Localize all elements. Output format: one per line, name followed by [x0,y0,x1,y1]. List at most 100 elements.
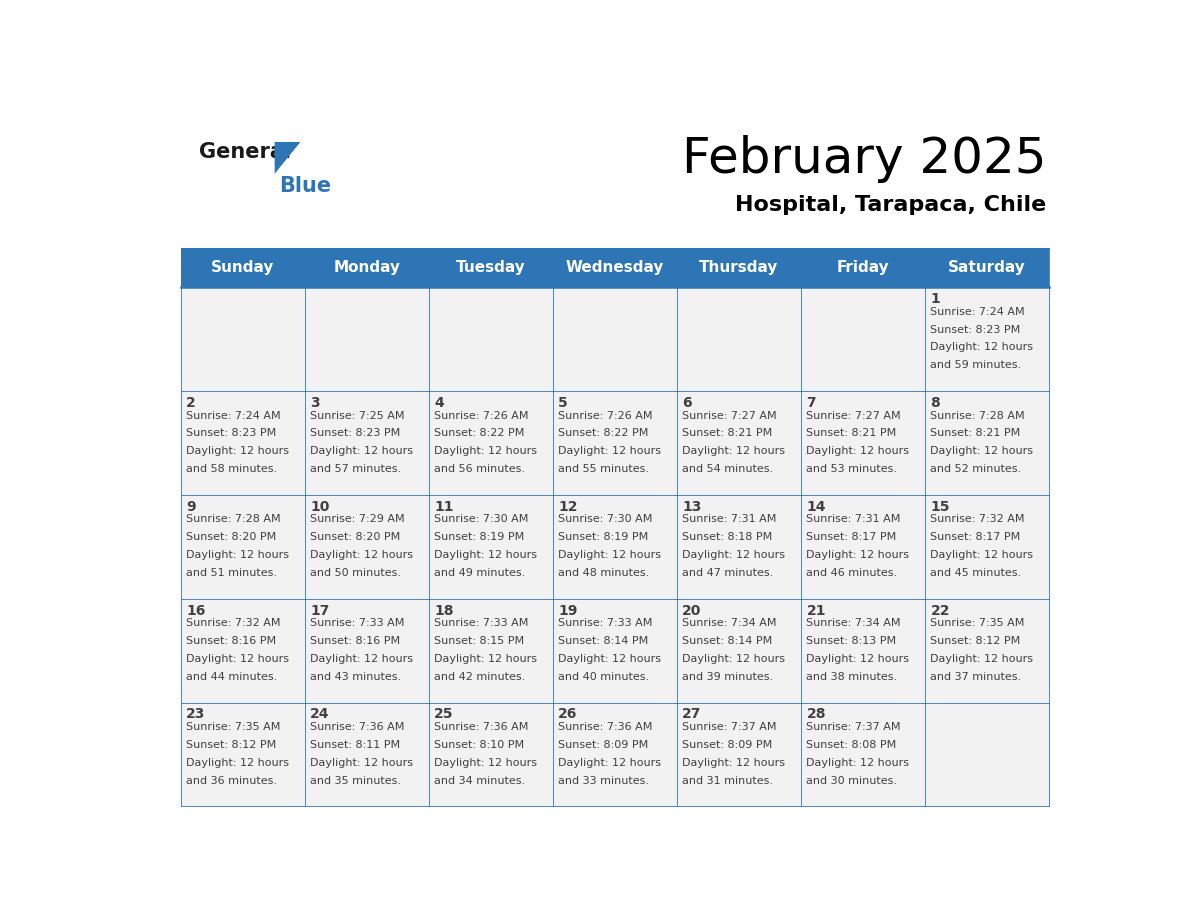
Text: and 50 minutes.: and 50 minutes. [310,568,402,578]
Text: 9: 9 [187,499,196,514]
Text: Sunset: 8:16 PM: Sunset: 8:16 PM [187,636,277,646]
Text: Daylight: 12 hours: Daylight: 12 hours [807,655,909,665]
Text: and 44 minutes.: and 44 minutes. [187,672,278,682]
Text: 1: 1 [930,292,940,306]
Text: Sunset: 8:19 PM: Sunset: 8:19 PM [558,532,649,543]
Text: 15: 15 [930,499,950,514]
Text: 10: 10 [310,499,329,514]
Text: and 43 minutes.: and 43 minutes. [310,672,402,682]
Text: 23: 23 [187,708,206,722]
Text: Sunrise: 7:31 AM: Sunrise: 7:31 AM [807,514,901,524]
Text: and 54 minutes.: and 54 minutes. [682,465,773,475]
Text: 18: 18 [435,603,454,618]
Text: Sunrise: 7:33 AM: Sunrise: 7:33 AM [435,619,529,629]
Text: Sunrise: 7:26 AM: Sunrise: 7:26 AM [435,410,529,420]
Text: Daylight: 12 hours: Daylight: 12 hours [435,446,537,456]
Text: Saturday: Saturday [948,260,1025,274]
Text: and 47 minutes.: and 47 minutes. [682,568,773,578]
Bar [429,599,552,702]
Text: Daylight: 12 hours: Daylight: 12 hours [558,550,662,560]
Text: Sunset: 8:20 PM: Sunset: 8:20 PM [310,532,400,543]
Text: and 31 minutes.: and 31 minutes. [682,776,773,786]
Text: Sunset: 8:10 PM: Sunset: 8:10 PM [435,740,524,750]
Bar [429,702,552,806]
Text: 21: 21 [807,603,826,618]
Text: and 52 minutes.: and 52 minutes. [930,465,1022,475]
Text: Sunrise: 7:35 AM: Sunrise: 7:35 AM [930,619,1025,629]
Bar [181,599,305,702]
Text: Sunrise: 7:26 AM: Sunrise: 7:26 AM [558,410,653,420]
Text: Daylight: 12 hours: Daylight: 12 hours [187,655,289,665]
Text: Sunday: Sunday [211,260,274,274]
Text: 17: 17 [310,603,329,618]
Text: Daylight: 12 hours: Daylight: 12 hours [558,655,662,665]
Text: Sunset: 8:11 PM: Sunset: 8:11 PM [310,740,400,750]
Text: Daylight: 12 hours: Daylight: 12 hours [930,446,1034,456]
Bar [305,599,429,702]
Text: Sunset: 8:19 PM: Sunset: 8:19 PM [435,532,525,543]
Text: and 56 minutes.: and 56 minutes. [435,465,525,475]
Text: Daylight: 12 hours: Daylight: 12 hours [807,446,909,456]
Text: Daylight: 12 hours: Daylight: 12 hours [310,758,413,768]
Bar [677,599,801,702]
Text: Sunrise: 7:37 AM: Sunrise: 7:37 AM [682,722,777,733]
Text: Daylight: 12 hours: Daylight: 12 hours [310,655,413,665]
Text: Sunrise: 7:32 AM: Sunrise: 7:32 AM [930,514,1025,524]
Text: Friday: Friday [836,260,889,274]
Text: Sunrise: 7:29 AM: Sunrise: 7:29 AM [310,514,405,524]
Text: Sunrise: 7:33 AM: Sunrise: 7:33 AM [558,619,652,629]
Text: and 49 minutes.: and 49 minutes. [435,568,525,578]
Bar [801,286,925,391]
Bar [305,495,429,599]
Text: Sunset: 8:17 PM: Sunset: 8:17 PM [807,532,897,543]
Text: and 30 minutes.: and 30 minutes. [807,776,897,786]
Text: and 59 minutes.: and 59 minutes. [930,361,1022,370]
Text: and 34 minutes.: and 34 minutes. [435,776,525,786]
Text: Sunset: 8:20 PM: Sunset: 8:20 PM [187,532,277,543]
Text: Sunset: 8:23 PM: Sunset: 8:23 PM [930,325,1020,334]
Text: and 45 minutes.: and 45 minutes. [930,568,1022,578]
Text: Sunrise: 7:30 AM: Sunrise: 7:30 AM [558,514,652,524]
Text: Wednesday: Wednesday [565,260,664,274]
Bar [677,495,801,599]
Text: 27: 27 [682,708,702,722]
Text: Sunrise: 7:25 AM: Sunrise: 7:25 AM [310,410,405,420]
Text: 19: 19 [558,603,577,618]
Bar [429,248,552,286]
Text: 7: 7 [807,396,816,409]
Bar [801,248,925,286]
Text: Daylight: 12 hours: Daylight: 12 hours [682,446,785,456]
Text: 5: 5 [558,396,568,409]
Text: Sunset: 8:21 PM: Sunset: 8:21 PM [682,429,772,439]
Text: Daylight: 12 hours: Daylight: 12 hours [435,655,537,665]
Bar [181,286,305,391]
Text: 2: 2 [187,396,196,409]
Text: 11: 11 [435,499,454,514]
Bar [305,248,429,286]
Text: Sunset: 8:21 PM: Sunset: 8:21 PM [930,429,1020,439]
Text: Daylight: 12 hours: Daylight: 12 hours [930,550,1034,560]
Text: 20: 20 [682,603,702,618]
Bar [801,599,925,702]
Text: Blue: Blue [279,176,331,196]
Text: Sunrise: 7:34 AM: Sunrise: 7:34 AM [807,619,901,629]
Text: Sunset: 8:22 PM: Sunset: 8:22 PM [558,429,649,439]
Text: Sunrise: 7:36 AM: Sunrise: 7:36 AM [558,722,652,733]
Text: and 40 minutes.: and 40 minutes. [558,672,650,682]
Bar [677,391,801,495]
Text: Sunrise: 7:34 AM: Sunrise: 7:34 AM [682,619,777,629]
Text: and 55 minutes.: and 55 minutes. [558,465,650,475]
Text: 28: 28 [807,708,826,722]
Text: Thursday: Thursday [700,260,778,274]
Text: Sunset: 8:13 PM: Sunset: 8:13 PM [807,636,897,646]
Bar [552,702,677,806]
Text: Daylight: 12 hours: Daylight: 12 hours [682,550,785,560]
Bar [801,391,925,495]
Text: Hospital, Tarapaca, Chile: Hospital, Tarapaca, Chile [735,195,1047,215]
Text: Daylight: 12 hours: Daylight: 12 hours [187,446,289,456]
Text: Daylight: 12 hours: Daylight: 12 hours [807,758,909,768]
Text: Daylight: 12 hours: Daylight: 12 hours [187,550,289,560]
Bar [429,286,552,391]
Text: Sunset: 8:17 PM: Sunset: 8:17 PM [930,532,1020,543]
Text: Sunrise: 7:32 AM: Sunrise: 7:32 AM [187,619,280,629]
